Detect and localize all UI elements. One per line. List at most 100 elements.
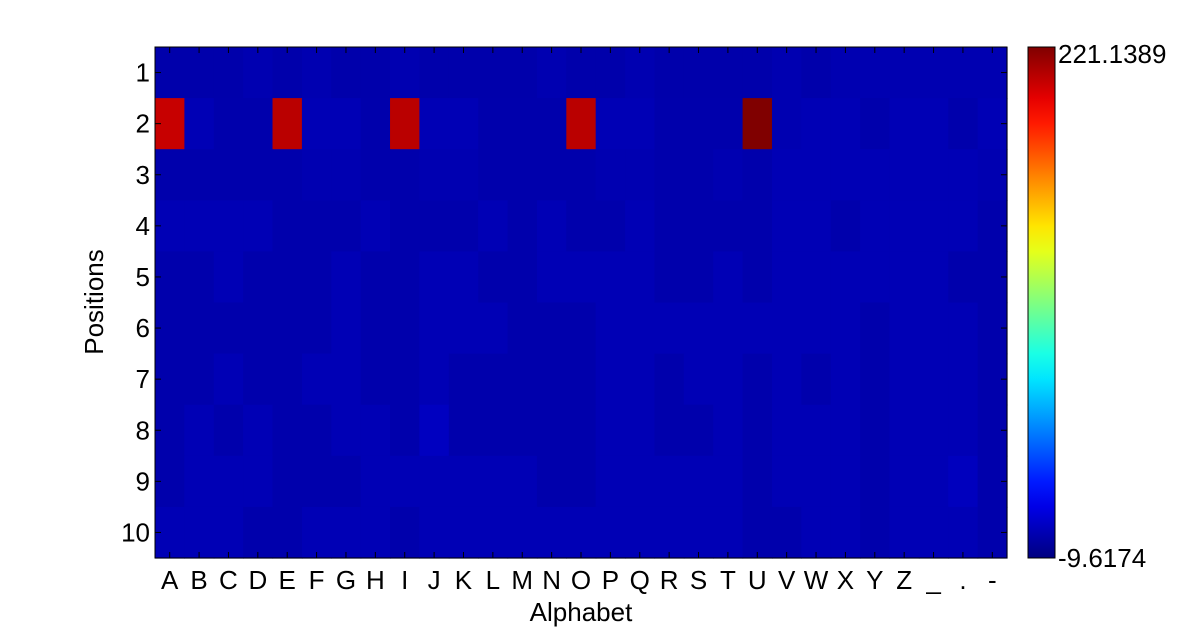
heatmap-cell-7-H: [360, 353, 391, 406]
heatmap-cell-10-K: [448, 506, 479, 559]
heatmap-cell-5-P: [595, 251, 626, 304]
heatmap-cell-5-K: [448, 251, 479, 304]
heatmap-cell-4-S: [683, 200, 714, 252]
x-tick-label: H: [366, 565, 385, 595]
x-tick-label: M: [511, 565, 533, 595]
x-tick-label: Q: [630, 565, 650, 595]
heatmap-cell-2-W: [801, 98, 832, 150]
heatmap-cell-4-K: [448, 200, 479, 252]
x-tick-label: R: [660, 565, 679, 595]
heatmap-cell-8-B: [184, 404, 215, 457]
heatmap-cell-3-F: [301, 149, 332, 201]
heatmap-cell-8-I: [390, 404, 421, 457]
heatmap-cell-2-J: [419, 98, 450, 150]
x-tick-label: J: [428, 565, 441, 595]
heatmap-cell-6-W: [801, 302, 832, 355]
x-tick-label: E: [279, 565, 296, 595]
heatmap-cell-4-N: [536, 200, 567, 252]
heatmap-cell-7-X: [830, 353, 861, 406]
heatmap-cell-1-Q: [625, 47, 656, 99]
heatmap-cell-2-I: [390, 98, 421, 150]
heatmap-cell-4-J: [419, 200, 450, 252]
heatmap-cell-3-C: [213, 149, 244, 201]
heatmap-cell-4-L: [478, 200, 509, 252]
heatmap-cell-2-L: [478, 98, 509, 150]
heatmap-cell-9-S: [683, 455, 714, 508]
x-tick-labels: A B C D E F G H I J K L M N O P Q R S T U V W X Y Z _. -: [161, 47, 997, 595]
heatmap-cell-7-K: [448, 353, 479, 406]
heatmap-cell-3-X: [830, 149, 861, 201]
heatmap-cell-5-T: [713, 251, 744, 304]
heatmap-cell-2-N: [536, 98, 567, 150]
heatmap-cell-6-Q: [625, 302, 656, 355]
heatmap-cell-4-V: [771, 200, 802, 252]
x-tick-label: C: [219, 565, 238, 595]
heatmap-cell-7-G: [331, 353, 362, 406]
heatmap-cells: [155, 47, 1008, 559]
heatmap-cell-9-J: [419, 455, 450, 508]
heatmap-cell-1-B: [184, 47, 215, 99]
heatmap-cell-6-C: [213, 302, 244, 355]
heatmap-cell-3-Y: [860, 149, 891, 201]
heatmap-cell-7-V: [771, 353, 802, 406]
heatmap-cell-1-K: [448, 47, 479, 99]
heatmap-cell-10-H: [360, 506, 391, 559]
heatmap-cell-9-O: [566, 455, 597, 508]
heatmap-cell-4-F: [301, 200, 332, 252]
heatmap-cell-8-P: [595, 404, 626, 457]
heatmap-cell-5-O: [566, 251, 597, 304]
heatmap-cell-6-T: [713, 302, 744, 355]
heatmap-cell-7-P: [595, 353, 626, 406]
heatmap-cell-10-Q: [625, 506, 656, 559]
heatmap-cell-5-V: [771, 251, 802, 304]
heatmap-cell-3-S: [683, 149, 714, 201]
heatmap-cell-4-B: [184, 200, 215, 252]
x-tick-label: P: [602, 565, 619, 595]
heatmap-cell-3-K: [448, 149, 479, 201]
heatmap-cell-7-Q: [625, 353, 656, 406]
heatmap-cell-9-_: [918, 455, 949, 508]
heatmap-cell-1-S: [683, 47, 714, 99]
heatmap-cell-5-Q: [625, 251, 656, 304]
y-tick-label: 3: [136, 160, 150, 190]
heatmap-cell-1-W: [801, 47, 832, 99]
heatmap-cell-1-N: [536, 47, 567, 99]
heatmap-cell-8-D: [243, 404, 274, 457]
heatmap-cell-4-C: [213, 200, 244, 252]
heatmap-cell-10-P: [595, 506, 626, 559]
y-tick-labels: 1 2 3 4 5 6 7 8 9 10: [121, 58, 1007, 547]
heatmap-cell-1-M: [507, 47, 538, 99]
heatmap-cell-6-E: [272, 302, 303, 355]
heatmap-cell-3-_: [918, 149, 949, 201]
heatmap-cell-6-_: [918, 302, 949, 355]
heatmap-cell-2-Y: [860, 98, 891, 150]
heatmap-cell-7-D: [243, 353, 274, 406]
heatmap-cell-1-I: [390, 47, 421, 99]
heatmap-cell-9-T: [713, 455, 744, 508]
heatmap-cell-9-W: [801, 455, 832, 508]
heatmap-cell-7-U: [742, 353, 773, 406]
heatmap-cell-5-.: [948, 251, 979, 304]
heatmap-cell-1-R: [654, 47, 685, 99]
x-tick-label: L: [486, 565, 500, 595]
heatmap-cell-1-L: [478, 47, 509, 99]
heatmap-cell-6-O: [566, 302, 597, 355]
heatmap-cell-2-Z: [889, 98, 920, 150]
heatmap-cell-9-P: [595, 455, 626, 508]
heatmap-cell-2-Q: [625, 98, 656, 150]
heatmap-cell-10-V: [771, 506, 802, 559]
heatmap-cell-5-Y: [860, 251, 891, 304]
heatmap-cell-3-T: [713, 149, 744, 201]
x-tick-label: _: [925, 565, 941, 595]
heatmap-cell-5-L: [478, 251, 509, 304]
heatmap-cell-7-Y: [860, 353, 891, 406]
heatmap-cell-1-X: [830, 47, 861, 99]
heatmap-cell-1-P: [595, 47, 626, 99]
heatmap-cell-6-K: [448, 302, 479, 355]
heatmap-cell-3-N: [536, 149, 567, 201]
heatmap-cell-10-G: [331, 506, 362, 559]
heatmap-cell-4-U: [742, 200, 773, 252]
heatmap-cell-6-M: [507, 302, 538, 355]
heatmap-cell-5-S: [683, 251, 714, 304]
